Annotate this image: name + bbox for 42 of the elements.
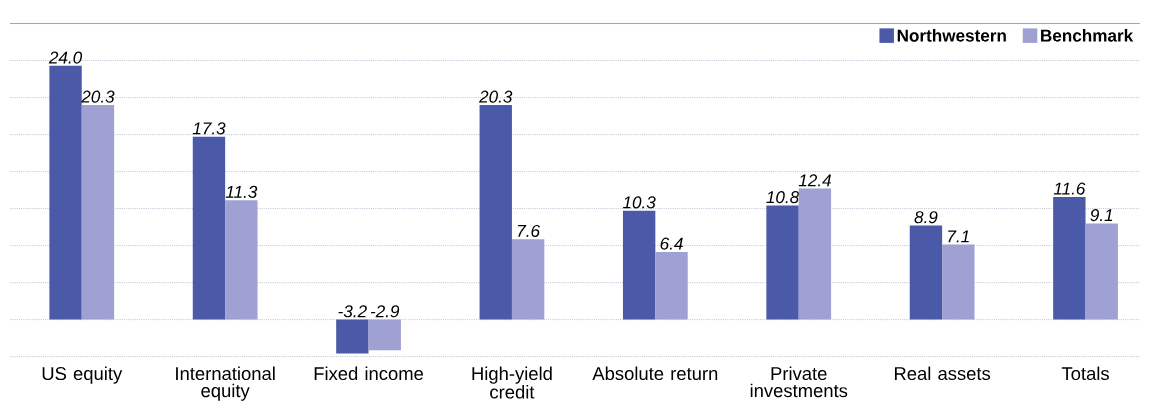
data-label: 6.4 xyxy=(660,237,683,250)
bar xyxy=(511,239,545,320)
bar xyxy=(798,188,832,320)
data-label: 8.9 xyxy=(914,210,938,224)
bar xyxy=(192,136,226,320)
bar xyxy=(622,210,656,320)
bar xyxy=(1053,196,1086,320)
data-label: 12.4 xyxy=(798,174,831,187)
bar xyxy=(655,251,688,320)
x-tick-label: Absolute return xyxy=(592,366,718,380)
data-label: 11.6 xyxy=(1053,182,1086,195)
bar xyxy=(942,244,975,320)
data-label: 20.3 xyxy=(478,90,513,103)
x-tick-label: US equity xyxy=(42,366,123,384)
legend-label: Northwestern xyxy=(897,28,1006,42)
bar xyxy=(1085,223,1118,320)
data-label: 7.1 xyxy=(948,230,969,243)
legend-label: Benchmark xyxy=(1041,28,1134,42)
data-label: 10.3 xyxy=(622,196,656,209)
data-label: -2.9 xyxy=(370,305,400,318)
bar xyxy=(766,205,799,320)
data-label: 9.1 xyxy=(1090,208,1113,221)
data-label: 20.3 xyxy=(81,90,115,103)
data-label: -3.2 xyxy=(338,305,367,318)
data-label: 7.6 xyxy=(518,224,541,237)
x-tick-label: Private investments xyxy=(750,366,848,398)
x-tick-label: Fixed income xyxy=(314,366,424,380)
bar xyxy=(49,65,82,320)
bar xyxy=(909,225,943,320)
x-tick-label: International equity xyxy=(176,366,275,401)
data-label: 10.8 xyxy=(766,190,800,203)
bar xyxy=(225,199,258,320)
x-tick-label: High-yield credit xyxy=(472,366,552,399)
bar xyxy=(81,104,115,320)
data-label: 11.3 xyxy=(225,185,258,198)
bar xyxy=(368,319,401,351)
bar xyxy=(479,104,512,320)
x-tick-label: Real assets xyxy=(894,366,991,380)
data-label: 24.0 xyxy=(48,51,83,64)
data-label: 17.3 xyxy=(192,122,226,135)
x-tick-label: Totals xyxy=(1061,366,1109,380)
bar xyxy=(336,319,369,354)
